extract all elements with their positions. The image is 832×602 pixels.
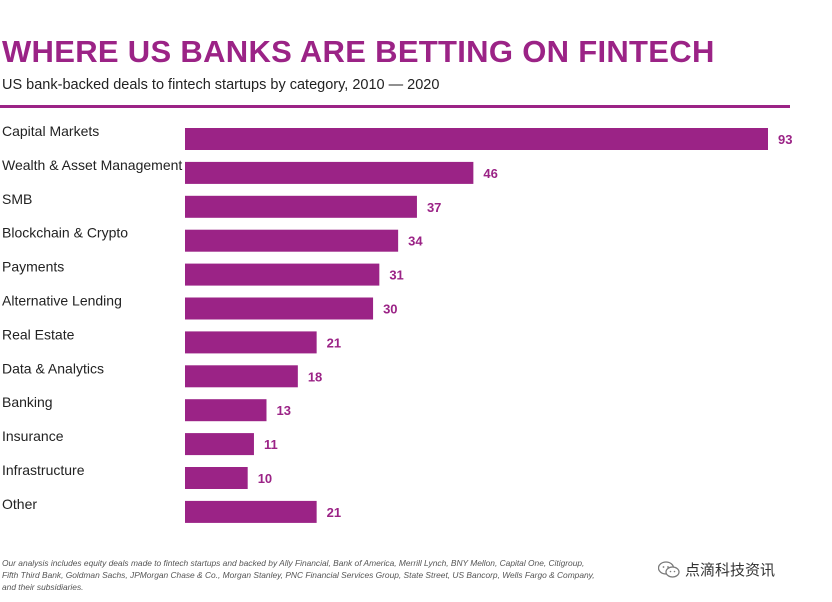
category-label: Infrastructure bbox=[2, 462, 85, 478]
value-label: 31 bbox=[389, 268, 403, 283]
watermark: 点滴科技资讯 bbox=[658, 559, 775, 580]
bar bbox=[185, 433, 254, 456]
category-label: Blockchain & Crypto bbox=[2, 225, 128, 241]
value-label: 30 bbox=[383, 302, 397, 317]
footnote: Our analysis includes equity deals made … bbox=[2, 558, 595, 592]
value-label: 37 bbox=[427, 200, 441, 215]
value-label: 21 bbox=[327, 505, 341, 520]
bar bbox=[185, 195, 417, 218]
category-label: Payments bbox=[2, 259, 64, 275]
value-label: 10 bbox=[258, 471, 272, 486]
category-label: Real Estate bbox=[2, 326, 75, 342]
bar bbox=[185, 161, 474, 184]
watermark-text: 点滴科技资讯 bbox=[685, 562, 776, 579]
title-divider bbox=[0, 105, 790, 108]
chart-subtitle: US bank-backed deals to fintech startups… bbox=[2, 77, 440, 93]
bar bbox=[185, 128, 768, 150]
value-label: 46 bbox=[483, 166, 497, 181]
bar bbox=[185, 500, 317, 523]
value-label: 13 bbox=[276, 403, 290, 418]
value-label: 18 bbox=[308, 369, 322, 384]
category-label: Data & Analytics bbox=[2, 360, 104, 376]
bar bbox=[185, 297, 374, 320]
category-label: Insurance bbox=[2, 428, 64, 444]
wechat-icon bbox=[658, 560, 680, 578]
bar bbox=[185, 365, 298, 388]
chart-title: WHERE US BANKS ARE BETTING ON FINTECH bbox=[2, 34, 715, 69]
value-label: 93 bbox=[778, 132, 792, 147]
category-label: SMB bbox=[2, 191, 32, 207]
category-label: Banking bbox=[2, 394, 53, 410]
value-label: 34 bbox=[408, 234, 423, 249]
category-label: Wealth & Asset Management bbox=[2, 157, 182, 173]
bar bbox=[185, 399, 267, 422]
value-label: 11 bbox=[264, 437, 278, 452]
bar bbox=[185, 229, 399, 252]
category-label: Other bbox=[2, 496, 37, 512]
bar-chart: Capital Markets 93 Wealth & Asset Manageme… bbox=[2, 123, 792, 523]
category-label: Alternative Lending bbox=[2, 293, 122, 309]
value-label: 21 bbox=[327, 335, 341, 350]
category-label: Capital Markets bbox=[2, 123, 99, 139]
bar bbox=[185, 467, 248, 489]
bar bbox=[185, 263, 380, 286]
bar bbox=[185, 331, 317, 354]
